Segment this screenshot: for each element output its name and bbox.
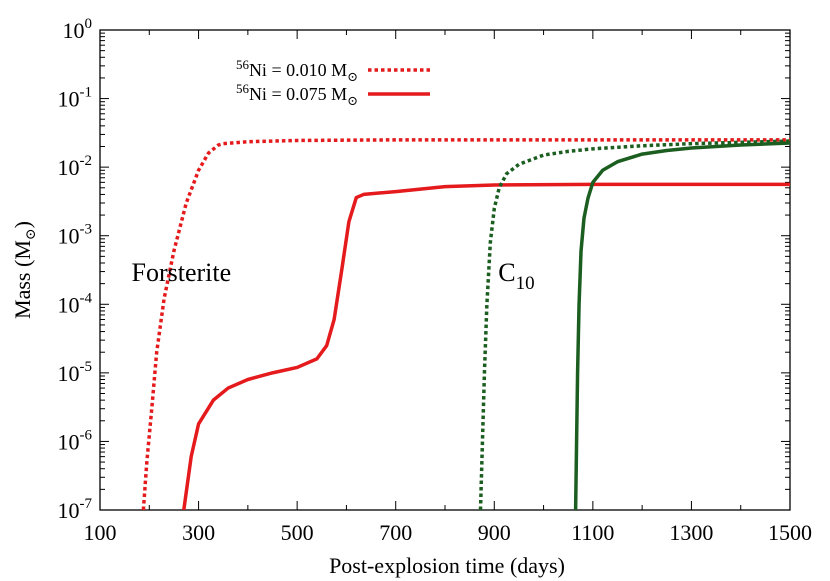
y-tick-label: 10-7 [58,496,93,523]
x-tick-label: 300 [182,520,215,545]
y-tick-label: 100 [63,16,93,43]
series-line-forsterite-ni-0_010-dashed [141,138,790,510]
y-tick-label: 10-2 [58,153,93,180]
legend-label-1: 56Ni = 0.010 M⊙ [236,57,358,84]
y-tick-label: 10-4 [58,290,93,317]
series-line-forsterite-ni-0_075-solid [182,182,790,510]
annotations: Forsterite C10 [131,258,534,294]
x-tick-label: 500 [281,520,314,545]
y-tick-labels: 10-7 10-6 10-5 10-4 10-3 10-2 10-1 100 [58,16,93,523]
x-tick-label: 700 [379,520,412,545]
legend-label-2: 56Ni = 0.075 M⊙ [236,81,358,108]
x-axis-title: Post-explosion time (days) [329,553,565,578]
y-tick-label: 10-6 [58,427,93,454]
x-tick-labels: 100 300 500 700 900 1100 1300 1500 [84,520,813,545]
legend: 56Ni = 0.010 M⊙56Ni = 0.075 M⊙ [236,57,430,108]
tick-marks [99,29,791,511]
y-tick-label: 10-5 [58,359,93,386]
y-tick-label: 10-3 [58,222,93,249]
series-line-c10-ni-0_075-solid [573,141,790,510]
annotation-c10: C10 [498,258,534,294]
x-tick-label: 1300 [669,520,713,545]
y-axis-title: Mass (M⊙) [10,221,39,319]
series-lines [141,138,790,510]
x-tick-label: 1500 [768,520,812,545]
y-tick-label: 10-1 [58,85,93,112]
y-axis-title-text: Mass (M⊙) [10,221,39,319]
x-tick-label: 100 [84,520,117,545]
annotation-forsterite: Forsterite [131,258,231,287]
series-line-c10-ni-0_010-dashed [478,139,790,510]
x-tick-label: 1100 [571,520,614,545]
x-tick-label: 900 [478,520,511,545]
